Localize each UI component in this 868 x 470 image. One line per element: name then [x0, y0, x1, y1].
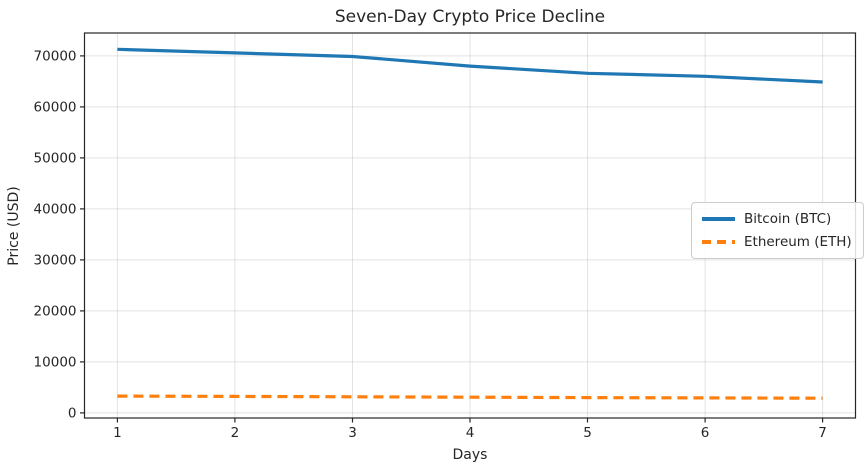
eth-line-swatch — [702, 240, 735, 244]
legend-item-btc: Bitcoin (BTC) — [702, 211, 852, 227]
y-tick-label: 30000 — [34, 253, 77, 269]
x-tick-label: 6 — [701, 425, 710, 441]
x-axis-label: Days — [452, 447, 488, 463]
btc-line-swatch — [702, 217, 735, 221]
x-tick-label: 5 — [583, 425, 592, 441]
chart-title: Seven-Day Crypto Price Decline — [334, 7, 606, 27]
y-axis-label: Price (USD) — [6, 186, 22, 266]
y-tick-label: 40000 — [34, 202, 77, 218]
legend-label-btc: Bitcoin (BTC) — [744, 211, 832, 227]
x-tick-label: 1 — [113, 425, 122, 441]
legend-label-eth: Ethereum (ETH) — [744, 234, 852, 250]
y-tick-label: 50000 — [34, 151, 77, 167]
legend: Bitcoin (BTC) Ethereum (ETH) — [691, 202, 864, 259]
legend-item-eth: Ethereum (ETH) — [702, 234, 852, 250]
x-tick-label: 2 — [231, 425, 240, 441]
y-tick-label: 10000 — [34, 355, 77, 371]
y-tick-label: 0 — [68, 406, 77, 422]
x-tick-label: 7 — [818, 425, 827, 441]
y-tick-label: 70000 — [34, 49, 77, 65]
y-tick-label: 60000 — [34, 100, 77, 116]
x-tick-label: 3 — [348, 425, 357, 441]
y-tick-label: 20000 — [34, 304, 77, 320]
series-line-1 — [117, 394, 823, 400]
series-line-0 — [117, 47, 823, 84]
x-tick-label: 4 — [466, 425, 475, 441]
